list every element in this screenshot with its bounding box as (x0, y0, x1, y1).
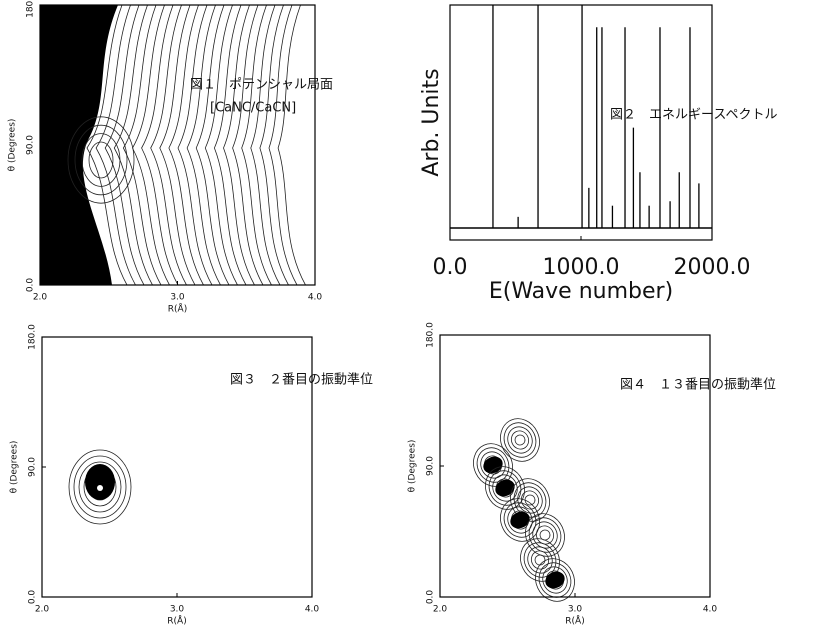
x-tick-label: 2.0 (33, 293, 48, 303)
x-tick-label: 0.0 (433, 255, 468, 280)
y-tick-label: 0.0 (426, 590, 436, 605)
contour (68, 449, 132, 525)
contour (232, 4, 264, 286)
y-axis-label: θ (Degrees) (10, 441, 20, 494)
panel: 0.0 1000.0 2000.0E(Wave number) Arb. Units 図… (419, 4, 777, 304)
contour (259, 4, 289, 286)
contour (535, 525, 555, 545)
x-tick-label: 3.0 (170, 605, 185, 615)
panel-label: 図３ ２番目の振動準位 (230, 372, 373, 388)
x-axis-label: R(Å) (168, 303, 187, 315)
contour (150, 4, 187, 286)
contour (527, 546, 553, 574)
contour (503, 422, 537, 458)
dark-core (510, 511, 530, 529)
contour (500, 498, 540, 542)
panel-label: 図１ ポテンシャル局面 (190, 78, 333, 93)
x-axis-label: R(Å) (565, 615, 584, 627)
panel-label: 図２ エネルギースペクトル (610, 108, 777, 123)
contour (542, 566, 568, 594)
contour (88, 141, 114, 179)
contour (514, 434, 526, 446)
contour (535, 558, 575, 602)
contour (122, 4, 162, 286)
contour (507, 426, 533, 454)
panel: 2.0 3.0 4.0 0.0 90.0 180.0 R(Å) θ (Degrees) 図４ １… (408, 322, 777, 627)
node (97, 485, 103, 491)
y-tick-label: 180.0 (26, 0, 36, 18)
contour (168, 4, 204, 286)
dark-core (545, 571, 565, 589)
contour (534, 554, 546, 566)
x-axis-label: E(Wave number) (489, 279, 673, 304)
contour (476, 447, 510, 483)
y-tick-label: 0.0 (28, 590, 38, 605)
x-tick-label: 4.0 (703, 605, 718, 615)
panel-label: 図４ １３番目の振動準位 (620, 377, 776, 393)
x-tick-label: 4.0 (308, 293, 323, 303)
y-tick-label: 90.0 (28, 457, 38, 477)
contour (268, 4, 298, 286)
contour (195, 4, 230, 286)
x-tick-label: 2.0 (35, 605, 50, 615)
x-tick-label: 4.0 (305, 605, 320, 615)
x-tick-label: 2000.0 (674, 255, 751, 280)
x-tick-label: 2.0 (433, 605, 448, 615)
y-axis-label: θ (Degrees) (408, 440, 418, 493)
contour (480, 451, 506, 479)
contour (104, 4, 145, 286)
y-tick-label: 90.0 (26, 135, 36, 155)
dark-core (495, 479, 515, 497)
contour (500, 418, 540, 462)
plot-frame (449, 4, 713, 241)
contour (241, 4, 272, 286)
contour (532, 521, 558, 549)
contour (177, 4, 213, 286)
panel: 2.0 3.0 4.0 0.0 90.0 180.0 R(Å) θ (Degrees) 図１ ポ… (8, 0, 334, 315)
contour (78, 461, 122, 513)
y-tick-label: 0.0 (26, 278, 36, 293)
contour (539, 529, 551, 541)
dark-core (483, 456, 503, 474)
y-axis-label: Arb. Units (419, 68, 444, 176)
contour (73, 455, 127, 519)
contour (141, 4, 179, 286)
contour (277, 4, 306, 286)
contour (513, 482, 547, 518)
contour (132, 4, 170, 286)
contour (530, 550, 550, 570)
contour (81, 133, 121, 187)
contour (250, 4, 281, 286)
contour (159, 4, 196, 286)
panel-sublabel: [CaNC/CaCN] (210, 101, 296, 116)
x-axis-label: R(Å) (167, 615, 186, 627)
x-tick-label: 1000.0 (543, 255, 620, 280)
contour (204, 4, 238, 286)
contour (223, 4, 255, 286)
y-tick-label: 90.0 (426, 456, 436, 476)
contour (67, 116, 135, 204)
dark-core (85, 464, 115, 500)
contour (74, 124, 128, 196)
panel: 2.0 3.0 4.0 0.0 90.0 180.0 R(Å) θ (Degrees) 図３ ２… (10, 324, 374, 627)
contour (538, 562, 572, 598)
contour (186, 4, 221, 286)
contour (503, 502, 537, 538)
y-tick-label: 180.0 (28, 324, 38, 350)
y-tick-label: 180.0 (426, 322, 436, 348)
x-tick-label: 3.0 (568, 605, 583, 615)
contour (213, 4, 247, 286)
contour (510, 430, 530, 450)
contour (95, 4, 136, 286)
contour (517, 486, 543, 514)
x-tick-label: 3.0 (170, 293, 185, 303)
contour (113, 4, 153, 286)
dark-region (40, 5, 118, 285)
contour (86, 4, 128, 286)
y-axis-label: θ (Degrees) (8, 119, 18, 172)
